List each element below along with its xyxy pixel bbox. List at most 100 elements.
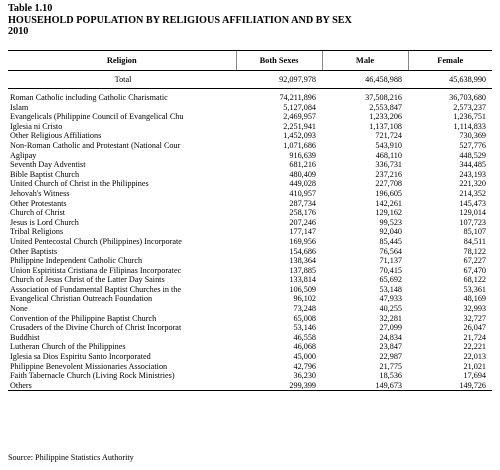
table-row: Philippine Independent Catholic Church 13… [8,256,492,266]
table-row: Non-Roman Catholic and Protestant (Natio… [8,141,492,151]
religion-cell: Union Espiritista Cristiana de Filipinas… [10,265,182,275]
religion-table: Religion Both Sexes Male Female Total 92… [8,50,492,392]
religion-cell: Tribal Religions [10,227,64,237]
table-row: Church of Christ 258,176 129,162 129,014 [8,208,492,218]
female-cell: 730,369 [459,131,486,141]
table-row: Faith Tabernacle Church (Living Rock Min… [8,371,492,381]
header-row: Religion Both Sexes Male Female [8,50,492,71]
religion-cell: United Pentecostal Church (Philippines) … [10,236,182,246]
female-cell: 78,122 [463,246,486,256]
table-row: None 73,248 40,255 32,993 [8,304,492,314]
female-cell: 149,726 [408,380,492,392]
both-sexes-cell: 133,814 [289,275,316,285]
female-cell: 527,776 [459,140,486,150]
both-sexes-cell: 2,251,941 [283,121,316,131]
source-note: Source: Philippine Statistics Authority [8,453,134,462]
religion-cell: Philippine Benevolent Missionaries Assoc… [10,361,168,371]
female-cell: 448,529 [459,150,486,160]
religion-cell: Jehovah's Witness [10,188,70,198]
table-row: Iglesia ni Cristo 2,251,941 1,137,108 1,114… [8,122,492,132]
table-row: Other Baptists 154,686 76,564 78,122 [8,247,492,257]
female-cell: 221,320 [459,179,486,189]
table-title: HOUSEHOLD POPULATION BY RELIGIOUS AFFILI… [8,14,352,26]
table-row: Association of Fundamental Baptist Churc… [8,285,492,295]
female-cell: 1,236,751 [453,112,486,122]
religion-cell: Aglipay [10,150,37,160]
religion-cell: Church of Christ [10,208,66,218]
col-header-male: Male [321,50,408,71]
religion-cell: Convention of the Philippine Baptist Chu… [10,313,157,323]
table-row: Bible Baptist Church 480,409 237,216 243,19… [8,170,492,180]
male-cell: 1,137,108 [369,121,402,131]
table-row: Others 299,399 149,673 149,726 [8,380,492,392]
female-cell: 84,511 [463,236,486,246]
religion-cell: Iglesia ni Cristo [10,121,63,131]
col-header-religion: Religion [8,50,236,71]
male-cell: 21,775 [379,361,402,371]
both-sexes-cell: 96,102 [293,294,316,304]
both-sexes-cell: 1,071,686 [283,140,316,150]
religion-cell: Seventh Day Adventist [10,160,86,170]
female-cell: 21,021 [463,361,486,371]
religion-cell: Jesus is Lord Church [10,217,79,227]
male-cell: 543,910 [375,140,402,150]
both-sexes-cell: 681,216 [289,160,316,170]
both-sexes-cell: 480,409 [289,169,316,179]
religion-cell: Evangelical Christian Outreach Foundatio… [10,294,153,304]
both-sexes-cell: 45,000 [293,352,316,362]
table-row: Evangelical Christian Outreach Foundatio… [8,294,492,304]
female-cell: 22,013 [463,352,486,362]
total-row: Total 92,097,978 46,458,988 45,638,990 [8,70,492,89]
religion-cell: Other Religious Affiliations [10,131,102,141]
male-cell: 22,987 [379,352,402,362]
table-row: Tribal Religions 177,147 92,040 85,107 [8,227,492,237]
male-cell: 468,110 [375,150,402,160]
both-sexes-cell: 299,399 [236,380,322,392]
total-label: Total [8,70,236,89]
male-cell: 237,216 [375,169,402,179]
female-cell: 67,227 [463,256,486,266]
both-sexes-cell: 46,068 [293,342,316,352]
both-sexes-cell: 65,008 [293,313,316,323]
both-sexes-cell: 2,469,957 [283,112,316,122]
female-cell: 214,352 [459,188,486,198]
table-row: Lutheran Church of the Philippines 46,068… [8,342,492,352]
religion-cell: United Church of Christ in the Philippin… [10,179,149,189]
male-cell: 70,415 [379,265,402,275]
religion-cell: Iglesia sa Dios Espiritu Santo Incorpora… [10,352,151,362]
religion-cell: Buddhist [10,332,40,342]
female-cell: 2,573,237 [453,102,486,112]
religion-cell: Other Baptists [10,246,58,256]
table-heading: Table 1.10 HOUSEHOLD POPULATION BY RELIG… [8,3,352,38]
male-cell: 47,933 [379,294,402,304]
table-row: Jesus is Lord Church 207,246 99,523 107,723 [8,218,492,228]
male-cell: 142,261 [375,198,402,208]
both-sexes-cell: 449,028 [289,179,316,189]
both-sexes-cell: 106,509 [289,284,316,294]
religion-cell: Crusaders of the Divine Church of Christ… [10,323,182,333]
col-header-both-sexes: Both Sexes [235,50,322,71]
religion-cell: Church of Jesus Christ of the Latter Day… [10,275,165,285]
male-cell: 721,724 [375,131,402,141]
female-cell: 22,221 [463,342,486,352]
male-cell: 53,148 [379,284,402,294]
male-cell: 76,564 [379,246,402,256]
total-female: 45,638,990 [408,70,492,89]
religion-cell: Others [8,380,236,392]
both-sexes-cell: 410,957 [289,188,316,198]
total-both: 92,097,978 [236,70,322,89]
religion-cell: None [10,304,28,314]
female-cell: 53,361 [463,284,486,294]
both-sexes-cell: 154,686 [289,246,316,256]
both-sexes-cell: 137,885 [289,265,316,275]
female-cell: 36,703,680 [449,93,486,102]
both-sexes-cell: 5,127,084 [283,102,316,112]
table-row: Evangelicals (Philippine Council of Evan… [8,112,492,122]
both-sexes-cell: 46,558 [293,332,316,342]
table-row: Roman Catholic including Catholic Charis… [8,93,492,103]
male-cell: 65,692 [379,275,402,285]
both-sexes-cell: 177,147 [289,227,316,237]
both-sexes-cell: 36,230 [293,371,316,381]
male-cell: 37,508,216 [365,93,402,102]
female-cell: 48,169 [463,294,486,304]
